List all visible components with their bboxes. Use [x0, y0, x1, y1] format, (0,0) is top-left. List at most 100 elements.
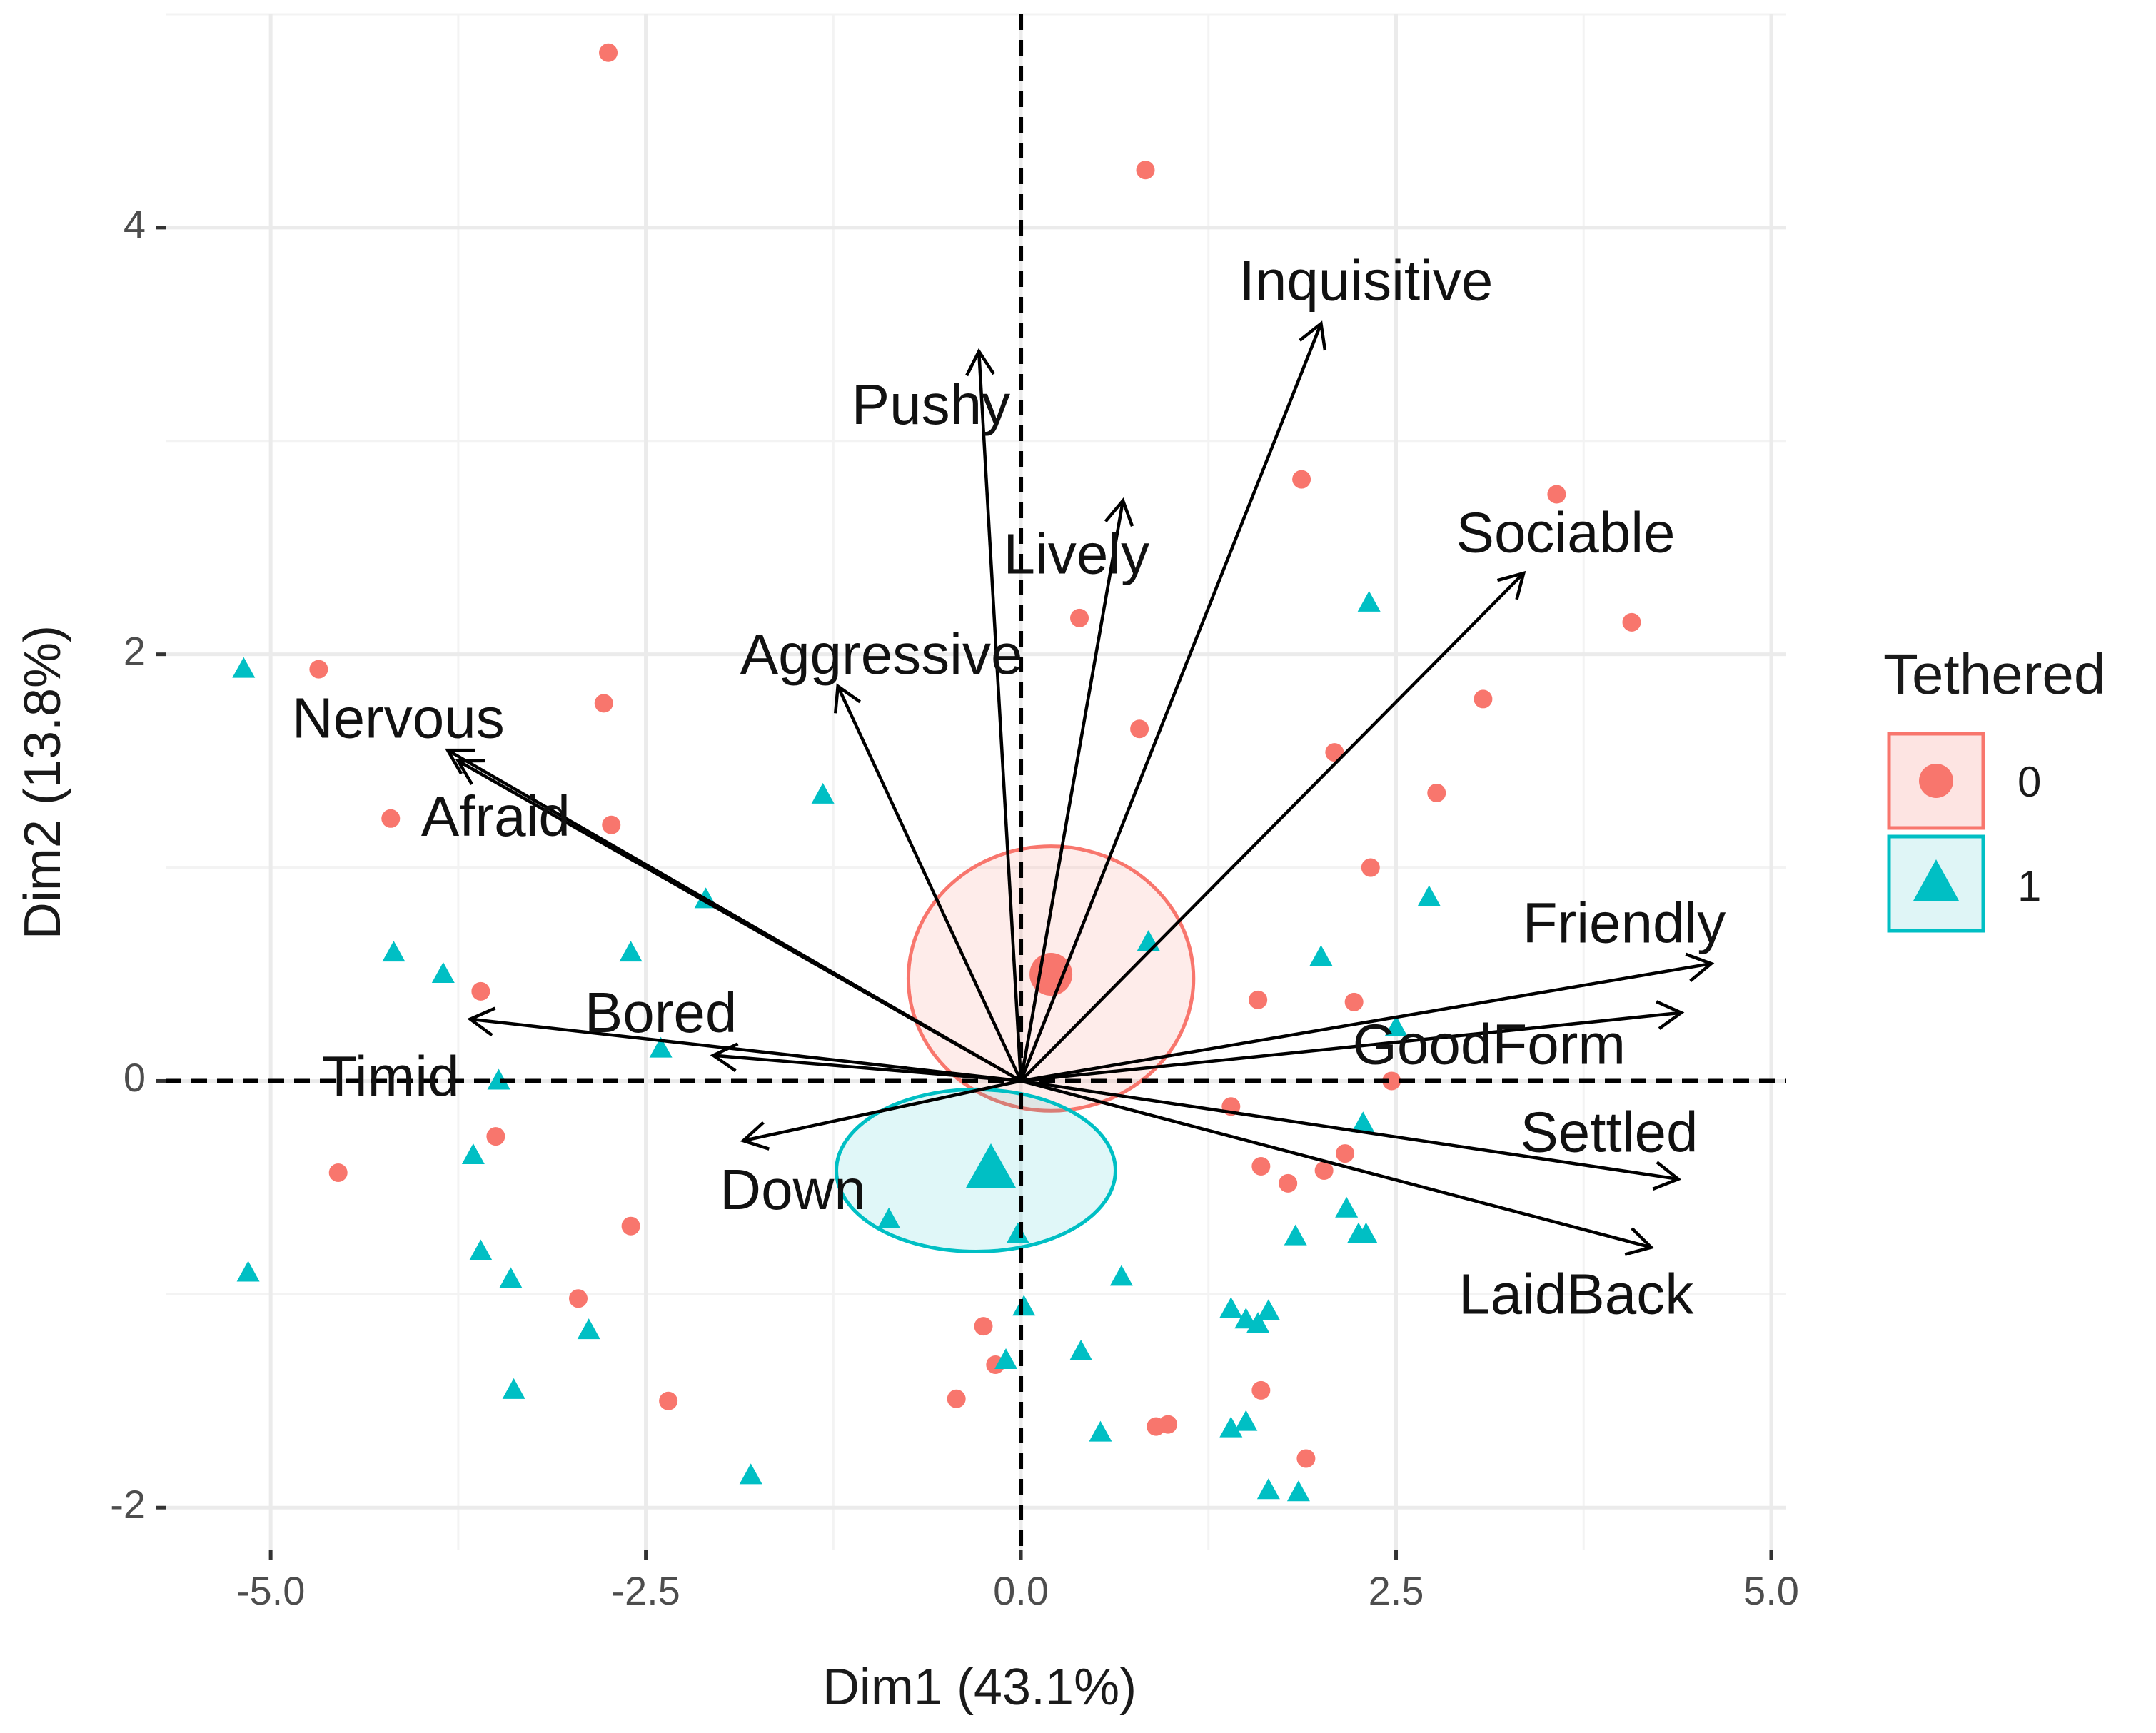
point-group-0	[947, 1389, 966, 1408]
point-group-0	[1622, 612, 1641, 632]
arrow-shaft-laidback	[1020, 1079, 1652, 1249]
point-group-0	[1547, 485, 1566, 504]
arrow-settled	[1020, 1079, 1682, 1191]
arrow-head-friendly	[1685, 952, 1715, 983]
legend: Tethered 0 1	[1883, 642, 2105, 933]
legend-label-1: 1	[2018, 862, 2041, 910]
arrow-head-lively	[1104, 497, 1134, 527]
point-group-1	[1069, 1340, 1093, 1361]
point-group-1	[461, 1143, 485, 1165]
point-group-0	[381, 809, 401, 828]
var-label-settled: Settled	[1520, 1100, 1698, 1163]
point-group-1	[1234, 1410, 1258, 1431]
point-group-0	[1159, 1415, 1178, 1434]
point-group-1	[502, 1378, 525, 1399]
arrow-shaft-friendly	[1020, 961, 1712, 1083]
arrow-head-aggressive	[833, 683, 862, 714]
var-label-bored: Bored	[585, 981, 737, 1044]
var-label-friendly: Friendly	[1523, 891, 1726, 954]
point-group-1	[382, 941, 405, 962]
point-group-0	[1325, 743, 1344, 762]
point-group-0	[621, 1216, 640, 1236]
point-group-1	[1309, 945, 1333, 966]
y-axis-ticks: -2 0 2 4	[110, 202, 166, 1527]
arrow-lively	[1019, 497, 1134, 1081]
var-label-timid: Timid	[322, 1045, 460, 1108]
arrow-head-goodform	[1656, 1000, 1685, 1030]
x-tick-label: 5.0	[1743, 1568, 1799, 1613]
y-tick-label: 4	[124, 202, 146, 247]
point-group-1	[1012, 1295, 1036, 1316]
arrow-head-nervous	[445, 748, 475, 775]
arrow-head-timid	[710, 1042, 739, 1073]
point-group-0	[1474, 689, 1493, 709]
legend-key-1: 1	[1887, 834, 2041, 933]
x-axis-ticks: -5.0 -2.5 0.0 2.5 5.0	[236, 1550, 1799, 1613]
arrow-head-laidback	[1624, 1227, 1655, 1256]
point-group-1	[1089, 1420, 1112, 1442]
point-group-0	[328, 1163, 348, 1182]
var-label-sociable: Sociable	[1456, 500, 1676, 564]
y-tick-label: 0	[124, 1055, 146, 1100]
point-group-0	[1136, 161, 1155, 180]
point-group-0	[471, 981, 490, 1001]
point-group-0	[1249, 990, 1268, 1009]
arrow-shaft-aggressive	[836, 685, 1023, 1082]
point-group-0	[602, 815, 621, 834]
individual-points	[232, 43, 1641, 1502]
var-label-nervous: Nervous	[292, 686, 505, 749]
point-group-1	[487, 1068, 510, 1090]
point-group-1	[1246, 1312, 1270, 1333]
point-group-0	[1130, 719, 1149, 739]
x-axis-title: Dim1 (43.1%)	[822, 1659, 1137, 1716]
point-group-1	[619, 941, 643, 962]
point-group-1	[1346, 1222, 1370, 1243]
arrow-head-sociable	[1496, 570, 1526, 600]
point-group-1	[739, 1463, 762, 1485]
x-tick-label: 0.0	[993, 1568, 1049, 1613]
arrow-laidback	[1020, 1079, 1655, 1256]
arrow-shaft-pushy	[977, 351, 1023, 1081]
arrow-shaft-lively	[1019, 500, 1125, 1081]
point-group-1	[877, 1207, 901, 1228]
point-group-0	[1344, 992, 1364, 1011]
var-label-inquisitive: Inquisitive	[1239, 249, 1493, 313]
point-group-1	[1256, 1299, 1280, 1320]
var-label-lively: Lively	[1004, 522, 1150, 585]
point-group-1	[649, 1036, 673, 1058]
x-tick-label: -2.5	[611, 1568, 680, 1613]
origin-dashed-lines	[166, 14, 1786, 1550]
point-group-1	[1256, 1478, 1280, 1500]
arrow-pushy	[965, 348, 1023, 1081]
x-tick-label: 2.5	[1369, 1568, 1424, 1613]
legend-title: Tethered	[1883, 642, 2105, 706]
point-group-1	[1357, 590, 1381, 612]
y-axis-title: Dim2 (13.8%)	[14, 625, 71, 939]
point-group-0	[1314, 1161, 1334, 1180]
arrow-head-afraid	[455, 759, 485, 786]
point-group-0	[1251, 1380, 1271, 1400]
point-group-0	[1070, 608, 1089, 627]
var-label-goodform: GoodForm	[1353, 1013, 1626, 1076]
variable-arrows	[445, 320, 1715, 1256]
point-group-0	[1361, 858, 1380, 877]
point-group-0	[1336, 1144, 1355, 1163]
arrow-down	[740, 1079, 1022, 1151]
var-label-afraid: Afraid	[421, 784, 570, 848]
var-label-pushy: Pushy	[852, 373, 1010, 436]
y-tick-label: 2	[124, 628, 146, 673]
var-label-aggressive: Aggressive	[740, 622, 1023, 686]
arrow-shaft-settled	[1020, 1079, 1678, 1181]
variable-labels: Inquisitive Pushy Lively Sociable Aggressive…	[292, 249, 1726, 1326]
point-group-1	[577, 1318, 600, 1340]
arrow-shaft-down	[742, 1079, 1022, 1143]
arrow-aggressive	[833, 683, 1023, 1082]
arrow-sociable	[1019, 570, 1526, 1083]
point-group-1	[994, 1348, 1018, 1369]
point-group-1	[1286, 1480, 1310, 1502]
point-group-1	[1384, 1015, 1408, 1036]
point-group-1	[811, 782, 835, 804]
arrow-afraid	[455, 759, 1022, 1083]
point-group-1	[236, 1260, 260, 1282]
point-group-0	[1382, 1071, 1401, 1091]
